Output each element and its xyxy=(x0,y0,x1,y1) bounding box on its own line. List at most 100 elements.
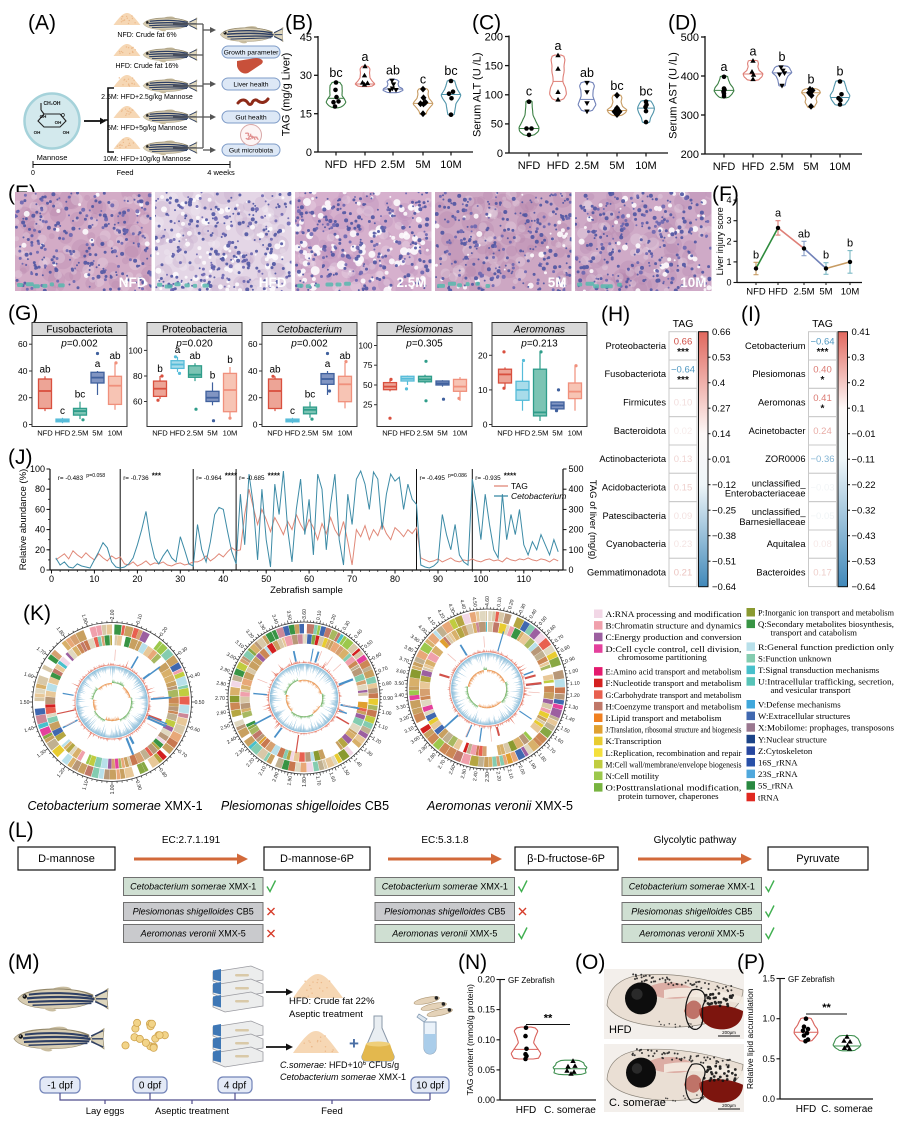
svg-text:(G): (G) xyxy=(8,302,38,325)
svg-text:TAG: TAG xyxy=(812,318,833,330)
svg-text:100: 100 xyxy=(128,345,142,355)
svg-text:HFD: HFD xyxy=(259,275,287,290)
svg-text:HFD: Crude fat 16%: HFD: Crude fat 16% xyxy=(115,63,178,70)
svg-text:Aseptic treatment: Aseptic treatment xyxy=(155,1106,229,1117)
svg-text:P:Inorganic ion transport and: P:Inorganic ion transport and metabolism xyxy=(758,608,894,618)
svg-text:−0.38: −0.38 xyxy=(712,531,736,542)
svg-text:ab: ab xyxy=(269,364,281,375)
svg-text:0.41: 0.41 xyxy=(813,393,832,404)
svg-text:Fusobacteriota: Fusobacteriota xyxy=(605,369,667,379)
svg-text:tRNA: tRNA xyxy=(758,792,780,802)
svg-text:p=0.305: p=0.305 xyxy=(405,339,443,350)
svg-text:ZOR0006: ZOR0006 xyxy=(765,454,805,464)
svg-text:0: 0 xyxy=(483,420,488,430)
svg-text:2.5M: 2.5M xyxy=(381,159,405,171)
svg-text:B:Chromatin structure and dyna: B:Chromatin structure and dynamics xyxy=(606,621,743,631)
svg-text:45: 45 xyxy=(300,32,312,44)
svg-text:−0.05: −0.05 xyxy=(810,511,834,522)
svg-text:70: 70 xyxy=(347,574,357,584)
svg-text:0: 0 xyxy=(306,147,312,159)
svg-text:Plesiomonas shigelloides CB5: Plesiomonas shigelloides CB5 xyxy=(631,907,752,917)
svg-text:25: 25 xyxy=(363,400,373,410)
svg-text:5M: 5M xyxy=(552,429,563,438)
svg-text:10M: 10M xyxy=(841,287,860,298)
svg-text:1.00: 1.00 xyxy=(110,784,116,794)
svg-text:HFD: HFD xyxy=(515,429,531,438)
svg-text:Plesiomonas shigelloides CB5: Plesiomonas shigelloides CB5 xyxy=(221,799,389,813)
svg-text:****: **** xyxy=(225,472,238,481)
svg-text:Cetobacterium somerae XMX-1: Cetobacterium somerae XMX-1 xyxy=(382,882,508,892)
svg-text:L:Replication, recombination a: L:Replication, recombination and repair xyxy=(606,748,742,758)
svg-text:I:Lipid transport and metaboli: I:Lipid transport and metabolism xyxy=(606,713,722,723)
svg-text:NFD: NFD xyxy=(325,159,348,171)
svg-text:Plesiomonas: Plesiomonas xyxy=(396,325,453,336)
svg-text:2.5M: 2.5M xyxy=(417,429,434,438)
svg-text:150: 150 xyxy=(485,60,503,72)
svg-text:2.5M: 2.5M xyxy=(187,429,204,438)
svg-text:protein turnover, chaperones: protein turnover, chaperones xyxy=(618,791,719,801)
svg-text:GF Zebrafish: GF Zebrafish xyxy=(508,976,555,985)
svg-text:O: O xyxy=(61,113,65,119)
svg-text:0: 0 xyxy=(569,565,574,575)
svg-text:−0.51: −0.51 xyxy=(712,557,736,568)
svg-text:50: 50 xyxy=(363,380,373,390)
svg-text:and vesicular transport: and vesicular transport xyxy=(771,685,852,695)
svg-text:0.90: 0.90 xyxy=(383,696,393,702)
svg-text:EC:5.3.1.8: EC:5.3.1.8 xyxy=(421,835,469,846)
svg-text:0.1: 0.1 xyxy=(852,404,865,415)
svg-text:Liver injury score: Liver injury score xyxy=(715,207,725,275)
svg-text:10: 10 xyxy=(478,385,488,395)
svg-text:NFD: NFD xyxy=(152,429,168,438)
svg-text:−0.53: −0.53 xyxy=(852,557,876,568)
svg-text:(M): (M) xyxy=(8,951,39,974)
svg-text:Enterobacteriaceae: Enterobacteriaceae xyxy=(725,489,806,499)
svg-text:10M: 10M xyxy=(338,429,353,438)
svg-text:HFD: HFD xyxy=(55,429,71,438)
svg-text:60: 60 xyxy=(248,339,258,349)
svg-text:(A): (A) xyxy=(28,12,56,35)
svg-text:TAG (mg/g Liver): TAG (mg/g Liver) xyxy=(281,53,293,137)
svg-text:a: a xyxy=(555,39,562,53)
svg-text:Cetobacterium somerae XMX-1: Cetobacterium somerae XMX-1 xyxy=(130,882,256,892)
svg-text:b: b xyxy=(227,355,233,366)
svg-text:15: 15 xyxy=(300,109,312,121)
svg-text:−0.64: −0.64 xyxy=(671,365,695,376)
svg-text:a: a xyxy=(775,208,782,220)
svg-text:10M: 10M xyxy=(568,429,583,438)
svg-text:TAG: TAG xyxy=(511,481,528,491)
svg-text:300: 300 xyxy=(681,110,699,122)
svg-text:10M: 10M xyxy=(680,275,706,290)
svg-text:NFD: NFD xyxy=(497,429,513,438)
svg-text:HFD: Crude fat 22%: HFD: Crude fat 22% xyxy=(289,996,375,1007)
svg-text:NFD: NFD xyxy=(267,429,283,438)
svg-text:0: 0 xyxy=(497,148,503,160)
svg-text:Growth parameter: Growth parameter xyxy=(224,50,280,57)
svg-text:ab: ab xyxy=(189,351,201,362)
svg-text:b: b xyxy=(808,73,815,87)
svg-text:1.50: 1.50 xyxy=(20,700,30,706)
svg-text:c: c xyxy=(290,406,295,417)
svg-text:Mannose: Mannose xyxy=(37,153,68,162)
svg-text:(P): (P) xyxy=(737,951,765,974)
svg-text:5M: 5M xyxy=(415,159,430,171)
svg-text:20: 20 xyxy=(132,574,142,584)
svg-text:Bacteroidota: Bacteroidota xyxy=(614,426,667,436)
svg-text:16S_rRNA: 16S_rRNA xyxy=(758,758,798,768)
svg-text:ab: ab xyxy=(339,351,351,362)
svg-text:D-mannose: D-mannose xyxy=(38,853,95,865)
svg-text:5M: 5M xyxy=(548,275,567,290)
svg-text:bc: bc xyxy=(444,64,457,78)
svg-text:**: ** xyxy=(544,1013,553,1025)
svg-text:Proteobacteria: Proteobacteria xyxy=(162,325,227,336)
svg-text:Aeromonas veronii XMX-5: Aeromonas veronii XMX-5 xyxy=(140,929,246,939)
svg-text:200μm: 200μm xyxy=(722,1103,736,1108)
svg-text:Liver health: Liver health xyxy=(233,82,268,89)
svg-text:2.5M: 2.5M xyxy=(72,429,89,438)
svg-text:R:General function prediction: R:General function prediction only xyxy=(758,642,895,652)
svg-text:***: *** xyxy=(152,472,162,481)
svg-text:1: 1 xyxy=(726,257,731,267)
svg-text:HFD: HFD xyxy=(768,287,788,298)
svg-text:0.05: 0.05 xyxy=(477,1065,495,1075)
svg-text:10 dpf: 10 dpf xyxy=(416,1081,444,1092)
svg-text:Zebrafish sample: Zebrafish sample xyxy=(270,585,343,596)
